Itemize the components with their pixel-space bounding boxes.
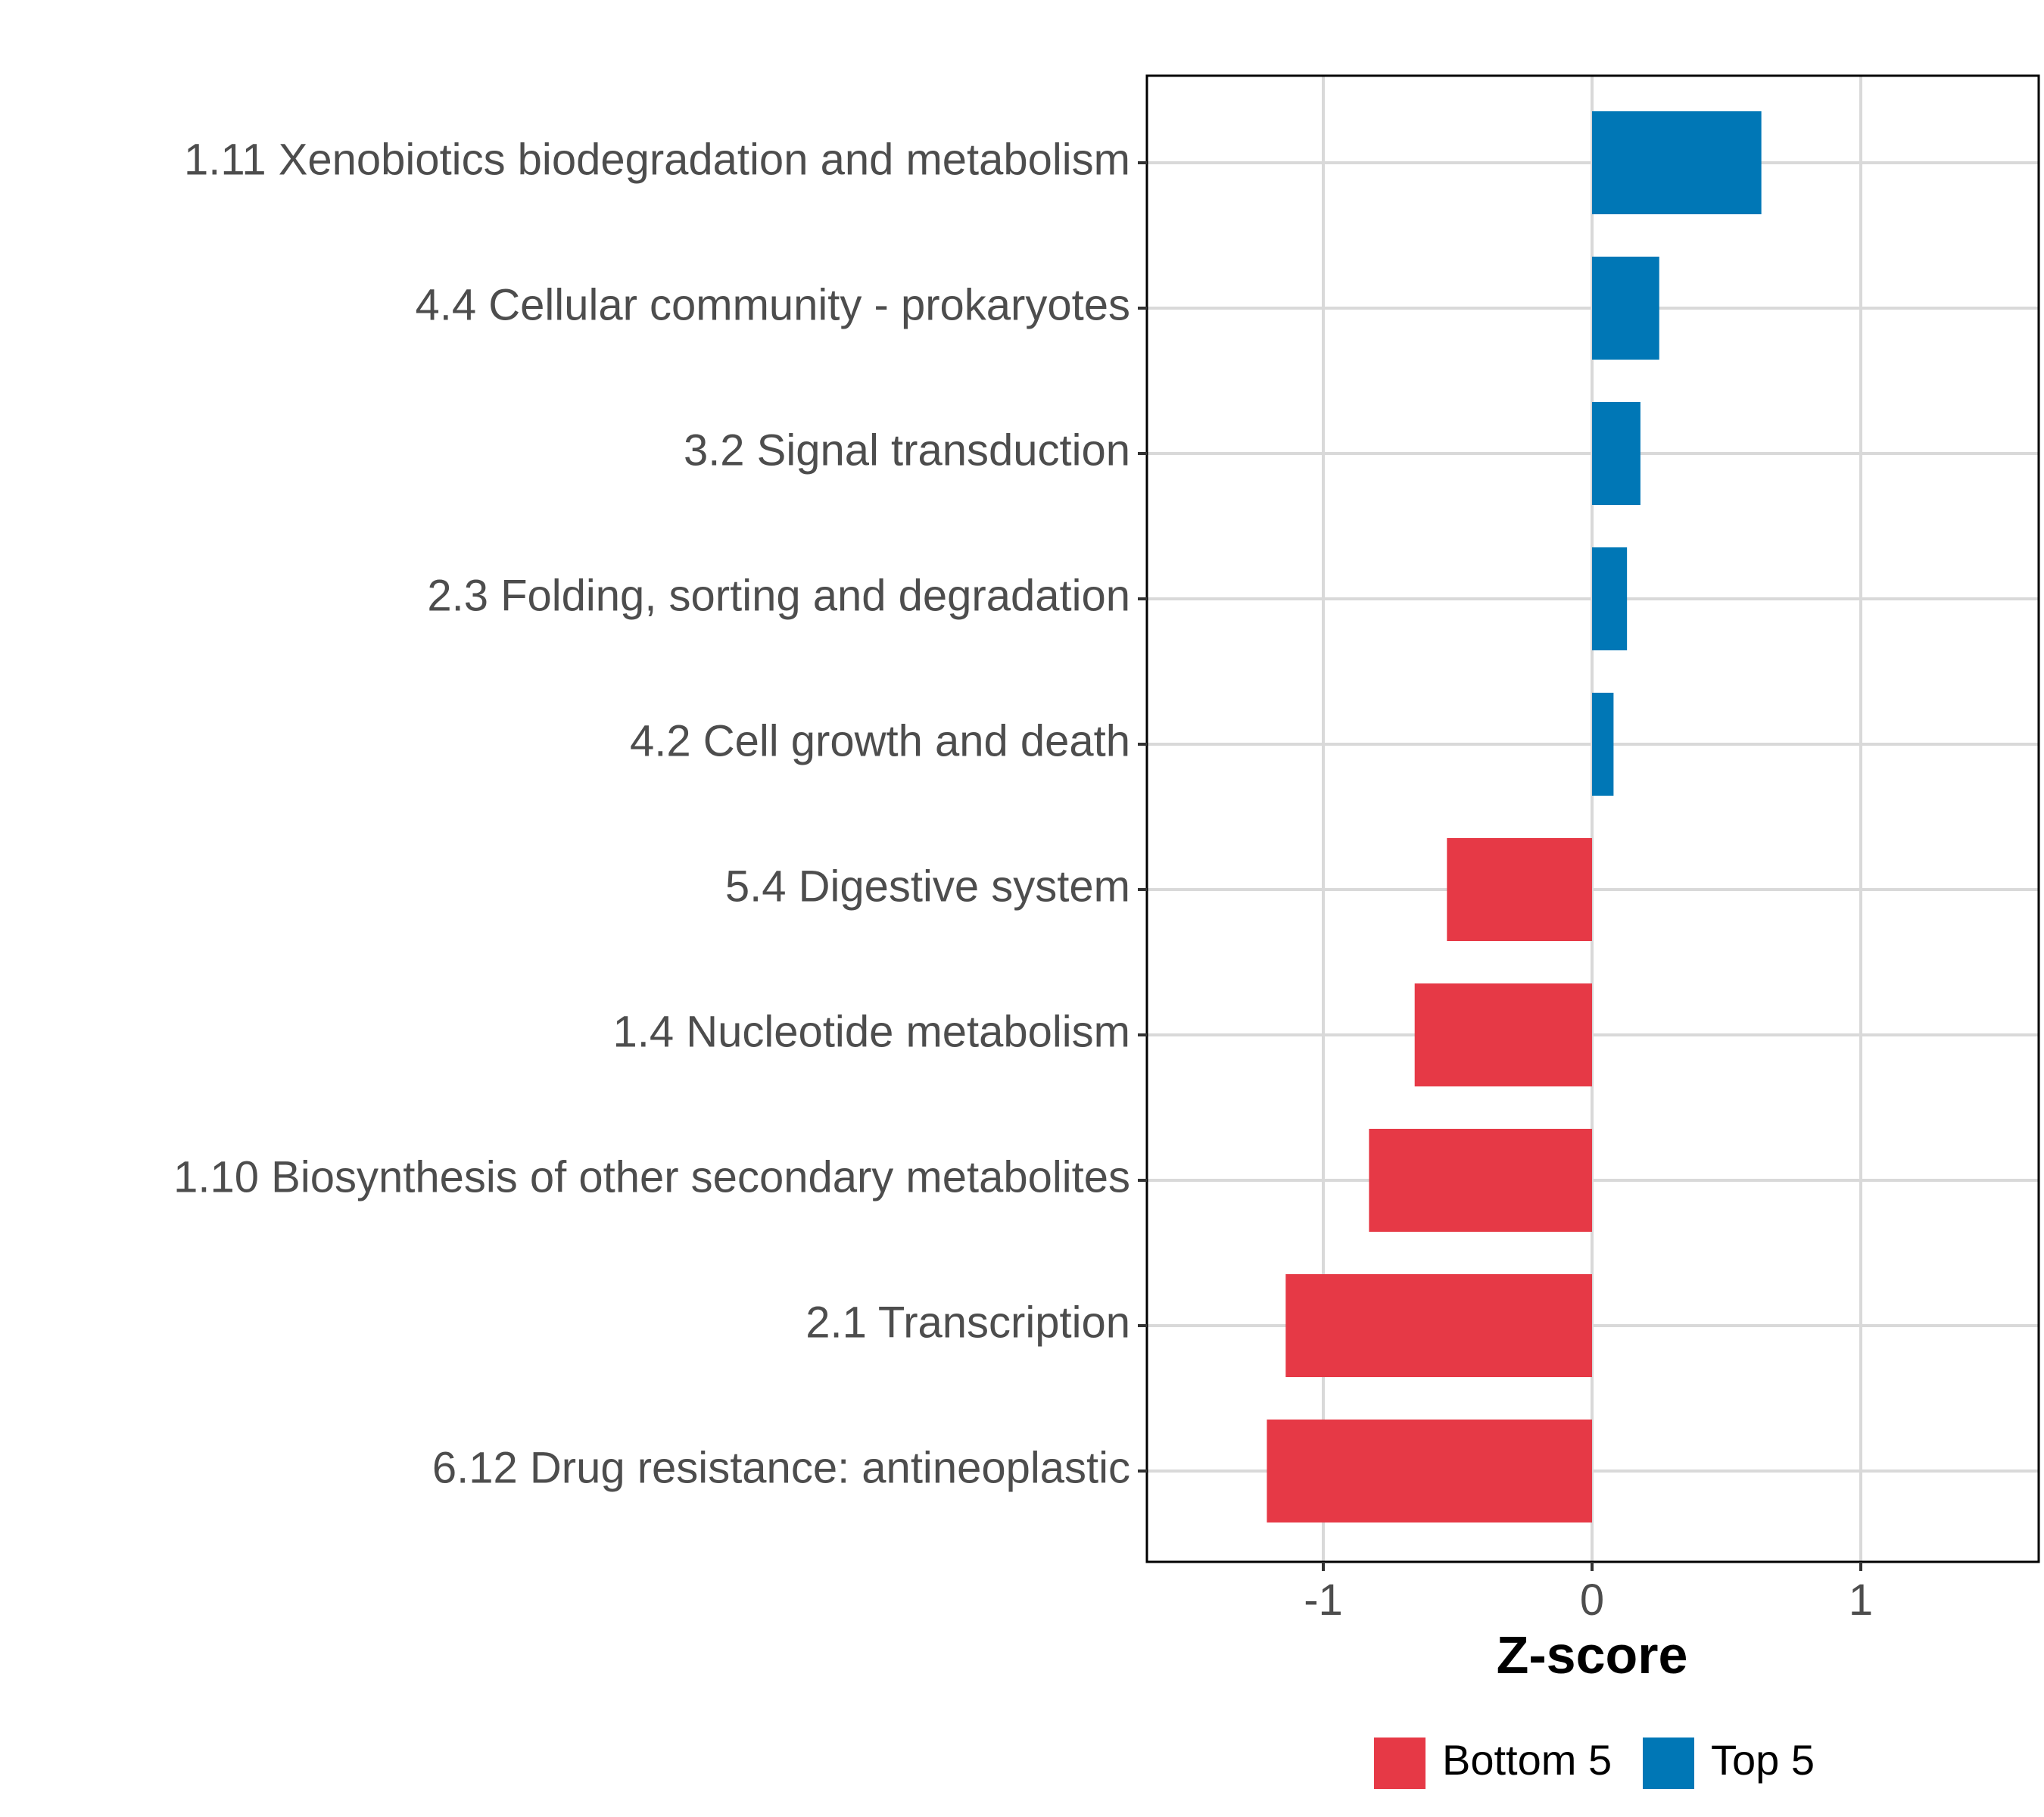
legend-label-0: Bottom 5 xyxy=(1442,1736,1612,1784)
category-label-4: 4.2 Cell growth and death xyxy=(630,716,1130,765)
bar-8 xyxy=(1285,1274,1592,1377)
x-axis-title: Z-score xyxy=(1497,1625,1688,1685)
bar-2 xyxy=(1592,402,1640,505)
bar-1 xyxy=(1592,257,1659,360)
bar-9 xyxy=(1267,1420,1592,1522)
category-label-6: 1.4 Nucleotide metabolism xyxy=(613,1007,1130,1056)
category-label-2: 3.2 Signal transduction xyxy=(684,425,1130,475)
category-label-8: 2.1 Transcription xyxy=(805,1298,1130,1347)
legend: Bottom 5 Top 5 xyxy=(1374,1736,1815,1789)
legend-label-1: Top 5 xyxy=(1711,1736,1815,1784)
bar-4 xyxy=(1592,693,1614,796)
bar-6 xyxy=(1414,983,1592,1086)
category-label-5: 5.4 Digestive system xyxy=(725,862,1130,911)
category-label-0: 1.11 Xenobiotics biodegradation and meta… xyxy=(184,135,1130,184)
category-label-3: 2.3 Folding, sorting and degradation xyxy=(427,571,1130,620)
x-tick-labels: -1 0 1 xyxy=(1304,1575,1873,1625)
legend-swatch-0 xyxy=(1374,1738,1426,1789)
x-tick-label-0: -1 xyxy=(1304,1575,1343,1625)
bar-3 xyxy=(1592,547,1628,650)
category-labels: 1.11 Xenobiotics biodegradation and meta… xyxy=(173,135,1130,1492)
axis-ticks xyxy=(1138,161,1862,1571)
category-label-7: 1.10 Biosynthesis of other secondary met… xyxy=(173,1152,1130,1201)
category-label-1: 4.4 Cellular community - prokaryotes xyxy=(416,280,1130,329)
bar-5 xyxy=(1447,838,1592,941)
x-tick-label-2: 1 xyxy=(1849,1575,1873,1625)
bar-7 xyxy=(1369,1129,1592,1232)
bar-0 xyxy=(1592,111,1762,214)
legend-swatch-1 xyxy=(1643,1738,1694,1789)
category-label-9: 6.12 Drug resistance: antineoplastic xyxy=(432,1443,1130,1492)
x-tick-label-1: 0 xyxy=(1580,1575,1604,1625)
bars-layer xyxy=(1267,111,1762,1522)
